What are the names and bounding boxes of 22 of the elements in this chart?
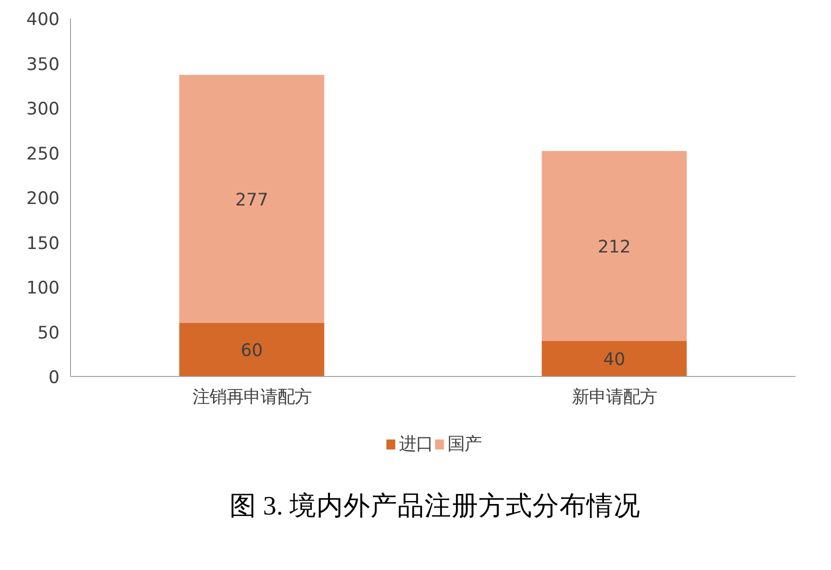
y-tick-label: 0 [48, 368, 60, 388]
data-label: 212 [598, 237, 631, 258]
data-label: 60 [240, 341, 263, 362]
y-tick-label: 50 [37, 323, 60, 344]
bar [542, 340, 687, 376]
data-label: 40 [603, 350, 626, 370]
data-label: 277 [235, 190, 268, 210]
bar [179, 74, 324, 323]
x-tick-label: 注销再申请配方 [192, 388, 312, 408]
y-tick-label: 350 [26, 54, 60, 75]
y-tick-label: 300 [26, 100, 60, 120]
caption: 图 3. 境内外产品注册方式分布情况 [229, 490, 641, 520]
y-tick-label: 400 [26, 10, 60, 30]
y-tick-label: 100 [26, 278, 60, 298]
y-tick-label: 200 [26, 189, 60, 209]
y-tick-label: 150 [26, 234, 60, 254]
bar [542, 150, 687, 341]
bar [179, 322, 324, 376]
legend-label: 国产 [447, 434, 482, 454]
y-tick-label: 250 [26, 144, 60, 164]
x-tick-label: 新申请配方 [572, 388, 657, 408]
legend-label: 进口 [398, 434, 433, 454]
